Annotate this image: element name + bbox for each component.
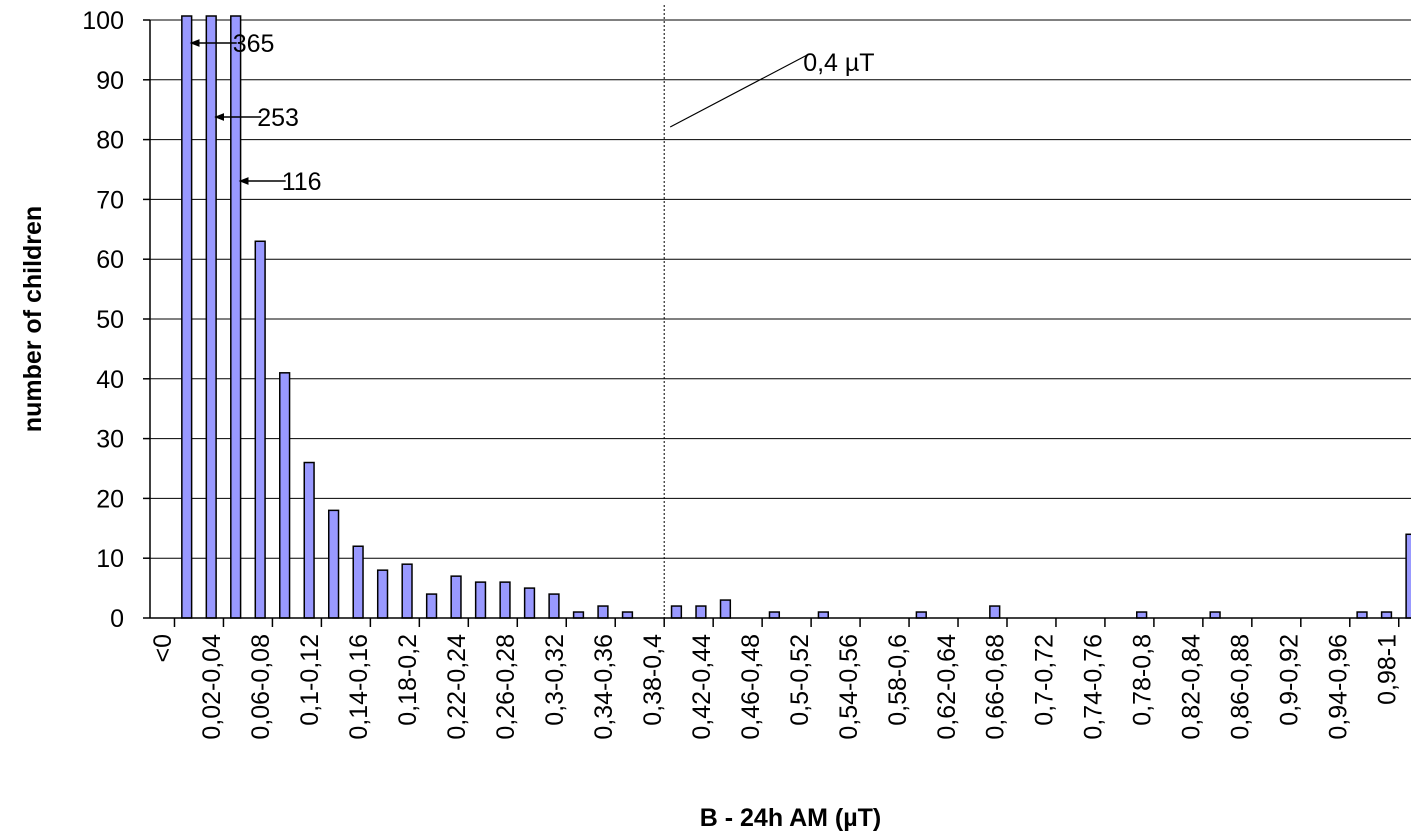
bar (523, 587, 536, 619)
bar (254, 240, 266, 619)
bar (327, 509, 340, 619)
x-tick-label: 0,58-0,6 (884, 634, 912, 726)
x-tick-label: 0,02-0,04 (198, 634, 226, 740)
x-tick-label: 0,22-0,24 (443, 634, 471, 740)
y-tick-label: 20 (96, 485, 124, 513)
reference-label-leader (669, 54, 808, 128)
x-tick-label: 0,06-0,08 (247, 634, 275, 740)
y-tick-label: 30 (96, 426, 124, 454)
annotation-label: 116 (282, 168, 322, 196)
y-tick-label: 10 (96, 545, 124, 573)
bar (1405, 533, 1411, 619)
bar (1380, 611, 1393, 619)
x-tick-label: 0,26-0,28 (492, 634, 520, 740)
gridlines (150, 19, 1411, 559)
overflow-annotations: 365 253 116 (189, 30, 322, 196)
y-axis-title: number of children (19, 206, 47, 432)
bar (352, 545, 364, 619)
bars (181, 15, 1411, 619)
x-tick-label: 0,14-0,16 (345, 634, 373, 740)
y-tick-label: 50 (96, 306, 124, 334)
y-tick-label: 0 (110, 605, 124, 633)
bar (279, 372, 291, 619)
bar (181, 15, 193, 619)
bar (1209, 611, 1221, 619)
bar (989, 605, 1001, 619)
y-axis-tick-labels: 0 10 20 30 40 50 60 70 80 90 100 (82, 7, 124, 633)
bar (572, 611, 585, 619)
annotation-label: 365 (233, 30, 275, 58)
x-tick-label: 0,42-0,44 (688, 634, 716, 740)
x-tick-label: 0,54-0,56 (835, 634, 863, 740)
bar (915, 611, 927, 619)
bar (205, 15, 217, 619)
bar (597, 605, 609, 619)
x-axis-tick-labels: <0 0,02-0,04 0,06-0,08 0,1-0,12 0,14-0,16 0,1… (149, 634, 1401, 740)
bar (425, 593, 438, 619)
x-tick-label: 0,18-0,2 (394, 634, 422, 726)
bar (817, 611, 829, 619)
y-tick-label: 100 (82, 7, 124, 35)
bar (401, 563, 413, 619)
y-tick-label: 60 (96, 246, 124, 274)
bar (548, 593, 560, 619)
bar (230, 15, 242, 619)
bar (376, 569, 389, 619)
bar (719, 599, 732, 619)
x-tick-label: 0,7-0,72 (1031, 634, 1059, 726)
x-tick-label: 0,62-0,64 (933, 634, 961, 740)
bar (695, 605, 707, 619)
bar (768, 611, 781, 619)
y-tick-label: 90 (96, 67, 124, 95)
x-tick-label: 0,3-0,32 (541, 634, 569, 726)
bar (450, 575, 462, 619)
axes (143, 19, 1411, 627)
bar (1356, 611, 1368, 619)
y-tick-label: 80 (96, 127, 124, 155)
x-tick-label: 0,98-1 (1374, 634, 1402, 705)
x-tick-label: 0,66-0,68 (982, 634, 1010, 740)
x-tick-label: 0,78-0,8 (1129, 634, 1157, 726)
x-tick-label: 0,34-0,36 (590, 634, 618, 740)
x-tick-label: 0,38-0,4 (639, 634, 667, 726)
y-tick-label: 70 (96, 186, 124, 214)
x-tick-label: <0 (149, 634, 177, 663)
bar (474, 581, 487, 619)
x-tick-label: 0,74-0,76 (1080, 634, 1108, 740)
bar (1136, 611, 1148, 619)
x-tick-label: 0,5-0,52 (786, 634, 814, 726)
x-tick-label: 0,82-0,84 (1178, 634, 1206, 740)
bar (499, 581, 511, 619)
bar (670, 605, 683, 619)
y-tick-label: 40 (96, 366, 124, 394)
reference-line-label: 0,4 µT (803, 49, 874, 77)
x-tick-label: 0,9-0,92 (1276, 634, 1304, 726)
annotation-label: 253 (257, 104, 299, 132)
x-axis-title: B - 24h AM (µT) (700, 804, 882, 832)
x-tick-label: 0,86-0,88 (1227, 634, 1255, 740)
bar (621, 611, 634, 619)
x-tick-label: 0,94-0,96 (1325, 634, 1353, 740)
bar (303, 461, 315, 619)
x-tick-label: 0,1-0,12 (296, 634, 324, 726)
x-tick-label: 0,46-0,48 (737, 634, 765, 740)
